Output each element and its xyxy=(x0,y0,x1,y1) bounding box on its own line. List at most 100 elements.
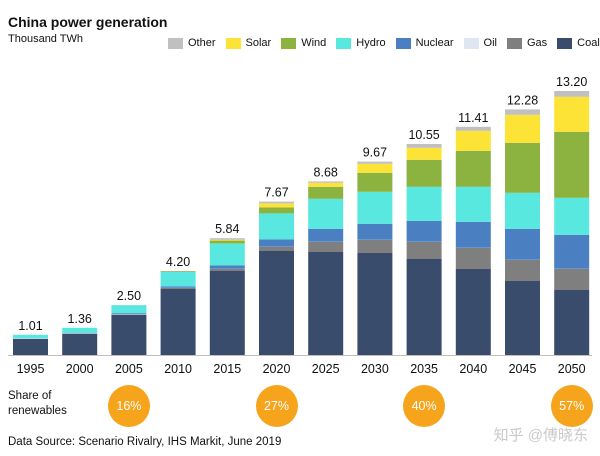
bar-segment-coal-2045 xyxy=(505,281,540,355)
bar-segment-solar-2045 xyxy=(505,114,540,143)
bar-segment-gas-2040 xyxy=(455,248,491,269)
legend-swatch-gas xyxy=(506,37,522,49)
bar-segment-coal-2000 xyxy=(62,333,98,355)
bar-segment-other-2015 xyxy=(209,238,245,240)
bar-segment-coal-2025 xyxy=(308,252,344,355)
renewables-share-badge-2035: 40% xyxy=(403,385,446,427)
legend-item-coal: Coal xyxy=(557,37,600,49)
x-tick-label-2035: 2035 xyxy=(410,362,438,376)
total-label-2025: 8.68 xyxy=(314,165,338,179)
share-label-line2: renewables xyxy=(8,405,67,417)
bar-segment-hydro-1995 xyxy=(13,334,48,339)
bar-segment-gas-2015 xyxy=(209,269,245,271)
total-label-2015: 5.84 xyxy=(215,222,239,236)
x-tick-label-2045: 2045 xyxy=(509,362,537,376)
bar-segment-other-2045 xyxy=(505,109,540,115)
legend-swatch-oil xyxy=(463,37,479,49)
renewables-share-badge-2050: 57% xyxy=(550,385,593,427)
bar-segment-solar-2020 xyxy=(259,203,294,208)
bar-segment-coal-2030 xyxy=(357,253,393,355)
bar-segment-nuclear-2005 xyxy=(111,313,147,315)
bar-segment-nuclear-2010 xyxy=(160,286,196,288)
bar-segment-nuclear-2030 xyxy=(357,223,393,240)
bar-segment-solar-2035 xyxy=(406,147,442,160)
total-label-2030: 9.67 xyxy=(363,146,387,160)
bar-segment-wind-2040 xyxy=(455,150,491,187)
bar-segment-other-2050 xyxy=(554,91,590,97)
legend-item-oil: Oil xyxy=(463,37,497,49)
bar-segment-coal-2005 xyxy=(111,315,147,355)
bar-segment-hydro-2015 xyxy=(209,243,245,266)
renewables-share-badge-2020: 27% xyxy=(255,385,298,427)
bar-segment-wind-2010 xyxy=(160,271,196,272)
stacked-bar-chart: 1.01 1995 1.36 2000 2.50 2005 4.20 2010 5.84 2015… xyxy=(8,75,592,376)
bar-segment-gas-2035 xyxy=(406,242,442,259)
legend-item-other: Other xyxy=(168,37,216,49)
total-label-2050: 13.20 xyxy=(556,75,587,89)
legend-swatch-solar xyxy=(225,37,241,49)
legend: Other Solar Wind Hydro Nuclear Oil Gas Coal xyxy=(168,37,600,49)
bar-segment-solar-2040 xyxy=(455,130,491,151)
bar-segment-gas-2010 xyxy=(160,288,196,289)
legend-item-nuclear: Nuclear xyxy=(395,37,454,49)
unit-label: Thousand TWh xyxy=(8,33,84,45)
legend-item-hydro: Hydro xyxy=(336,37,386,49)
bar-segment-coal-2050 xyxy=(554,290,590,355)
bar-segment-gas-2030 xyxy=(357,240,393,253)
legend-swatch-nuclear xyxy=(395,37,411,49)
share-of-renewables-label: Share of renewables xyxy=(8,389,67,419)
bar-segment-other-2025 xyxy=(308,181,344,183)
legend-label: Oil xyxy=(483,37,497,49)
x-tick-label-2015: 2015 xyxy=(213,362,241,376)
bar-segment-nuclear-2040 xyxy=(455,221,491,248)
total-label-2020: 7.67 xyxy=(264,186,288,200)
x-tick-label-2030: 2030 xyxy=(361,362,389,376)
bar-segment-coal-1995 xyxy=(13,339,48,355)
legend-label: Gas xyxy=(526,37,548,49)
bar-segment-wind-2050 xyxy=(554,131,590,198)
bar-segment-nuclear-2020 xyxy=(259,239,294,247)
bar-segment-coal-2015 xyxy=(209,271,245,355)
legend-label: Nuclear xyxy=(415,37,454,49)
total-label-2040: 11.41 xyxy=(458,111,488,125)
bar-segment-nuclear-2050 xyxy=(554,234,590,269)
x-tick-label-1995: 1995 xyxy=(17,362,45,376)
bar-segment-nuclear-2015 xyxy=(209,265,245,269)
x-tick-label-2020: 2020 xyxy=(263,362,291,376)
bar-segment-hydro-2030 xyxy=(357,191,393,224)
renewables-share-badge-2005: 16% xyxy=(107,385,150,427)
bar-segment-nuclear-2025 xyxy=(308,228,344,242)
bar-segment-other-2035 xyxy=(406,144,442,148)
bar-segment-hydro-2020 xyxy=(259,213,294,240)
bar-segment-solar-2050 xyxy=(554,96,590,132)
bar-segment-hydro-2035 xyxy=(406,186,442,221)
legend-item-solar: Solar xyxy=(225,37,272,49)
bar-segment-hydro-2025 xyxy=(308,198,344,229)
bar-segment-gas-2020 xyxy=(259,247,294,251)
total-label-2000: 1.36 xyxy=(68,312,92,326)
total-label-2005: 2.50 xyxy=(117,289,141,303)
share-label-line1: Share of xyxy=(8,390,52,402)
total-label-2045: 12.28 xyxy=(507,93,538,107)
legend-label: Other xyxy=(188,37,216,49)
bar-segment-other-2020 xyxy=(259,201,294,204)
bar-segment-solar-2025 xyxy=(308,182,344,187)
x-tick-label-2000: 2000 xyxy=(66,362,94,376)
bar-segment-gas-2050 xyxy=(554,269,590,290)
bar-segment-nuclear-2035 xyxy=(406,220,442,242)
bar-segment-wind-2015 xyxy=(209,240,245,244)
legend-label: Hydro xyxy=(356,37,386,49)
x-tick-label-2005: 2005 xyxy=(115,362,143,376)
x-tick-label-2040: 2040 xyxy=(459,362,487,376)
bar-segment-hydro-2040 xyxy=(455,186,491,222)
bar-segment-gas-2045 xyxy=(505,260,540,281)
legend-swatch-coal xyxy=(557,37,573,49)
bar-segment-wind-2025 xyxy=(308,186,344,199)
legend-label: Solar xyxy=(245,37,272,49)
legend-item-gas: Gas xyxy=(506,37,548,49)
bar-segment-hydro-2050 xyxy=(554,197,590,235)
bar-segment-other-2030 xyxy=(357,161,393,164)
bar-segment-wind-2030 xyxy=(357,172,393,192)
bar-segment-wind-2035 xyxy=(406,159,442,187)
bar-segment-solar-2030 xyxy=(357,163,393,173)
